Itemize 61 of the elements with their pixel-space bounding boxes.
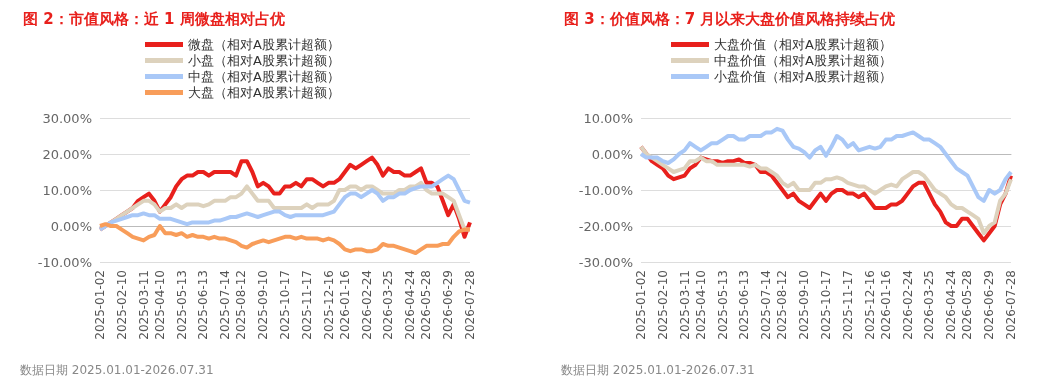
x-tick-label: 2026-04-24 — [944, 270, 959, 340]
x-tick-label: 2025-06-13 — [196, 270, 211, 340]
x-tick-label: 2026-03-25 — [381, 270, 396, 340]
x-tick-label: 2026-06-29 — [441, 270, 456, 340]
x-tick-label: 2026-07-28 — [1004, 270, 1018, 340]
x-tick-label: 2025-05-13 — [174, 270, 189, 340]
x-tick-label: 2025-04-10 — [152, 270, 167, 340]
text: 数据日期 2025.01.01-2026.07.31 — [20, 363, 214, 377]
x-tick-label: 2026-06-29 — [982, 270, 997, 340]
chart-title: 图 3：价值风格：7 月以来大盘价值风格持续占优 — [564, 9, 896, 28]
legend-label: 大盘价值（相对A股累计超额） — [714, 37, 892, 52]
x-tick-label: 2025-01-02 — [93, 270, 107, 340]
y-tick-label: -20.00% — [578, 218, 633, 234]
x-tick-label: 2025-05-13 — [715, 270, 730, 340]
x-tick-label: 2026-04-24 — [403, 270, 418, 340]
x-tick-label: 2025-12-16 — [321, 270, 336, 340]
x-tick-label: 2026-01-16 — [337, 270, 352, 340]
x-tick-label: 2025-12-16 — [862, 270, 877, 340]
legend-label: 小盘（相对A股累计超额） — [188, 53, 340, 68]
x-tick-label: 2025-11-17 — [299, 270, 314, 340]
x-tick-label: 2025-06-13 — [737, 270, 752, 340]
legend-label: 中盘（相对A股累计超额） — [188, 69, 340, 84]
text: 数据日期 2025.01.01-2026.07.31 — [561, 363, 755, 377]
legend-label: 中盘价值（相对A股累计超额） — [714, 53, 892, 68]
x-tick-label: 2025-04-10 — [693, 270, 708, 340]
chart-title: 图 2：市值风格：近 1 周微盘相对占优 — [23, 9, 285, 28]
x-tick-label: 2026-05-28 — [419, 270, 434, 340]
x-tick-label: 2026-07-28 — [463, 270, 477, 340]
y-tick-label: -10.00% — [578, 182, 633, 198]
y-tick-label: 10.00% — [42, 182, 92, 198]
y-tick-label: 10.00% — [583, 110, 633, 126]
line-series — [639, 126, 1013, 203]
x-tick-label: 2025-07-14 — [759, 270, 774, 340]
legend-label: 小盘价值（相对A股累计超额） — [714, 69, 892, 84]
x-tick-label: 2025-07-14 — [218, 270, 233, 340]
line-series — [98, 222, 472, 255]
x-tick-label: 2025-09-10 — [797, 270, 812, 340]
x-tick-label: 2025-02-10 — [655, 270, 670, 340]
x-tick-label: 2025-08-12 — [234, 270, 249, 340]
legend-label: 大盘（相对A股累计超额） — [188, 85, 340, 100]
y-tick-label: 20.00% — [42, 146, 92, 162]
y-tick-label: 0.00% — [591, 146, 633, 162]
x-tick-label: 2025-08-12 — [775, 270, 790, 340]
x-tick-label: 2025-09-10 — [256, 270, 271, 340]
x-tick-label: 2025-03-11 — [136, 270, 151, 340]
x-tick-label: 2025-03-11 — [677, 270, 692, 340]
x-tick-label: 2025-10-17 — [819, 270, 833, 340]
x-tick-label: 2025-02-10 — [114, 270, 129, 340]
y-tick-label: -30.00% — [578, 254, 633, 270]
x-tick-label: 2026-01-16 — [878, 270, 893, 340]
legend-label: 微盘（相对A股累计超额） — [188, 37, 340, 52]
x-tick-label: 2026-05-28 — [960, 270, 975, 340]
y-tick-label: -10.00% — [37, 254, 92, 270]
x-tick-label: 2025-01-02 — [634, 270, 648, 340]
x-tick-label: 2026-02-24 — [900, 270, 915, 340]
x-tick-label: 2025-11-17 — [840, 270, 855, 340]
x-tick-label: 2026-03-25 — [922, 270, 937, 340]
y-tick-label: 0.00% — [50, 218, 92, 234]
x-tick-label: 2026-02-24 — [359, 270, 374, 340]
y-tick-label: 30.00% — [42, 110, 92, 126]
x-tick-label: 2025-10-17 — [278, 270, 292, 340]
